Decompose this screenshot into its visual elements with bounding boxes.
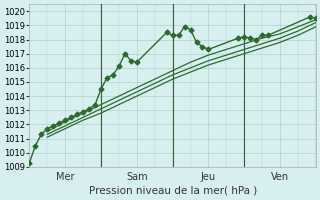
X-axis label: Pression niveau de la mer( hPa ): Pression niveau de la mer( hPa ) [89,186,257,196]
